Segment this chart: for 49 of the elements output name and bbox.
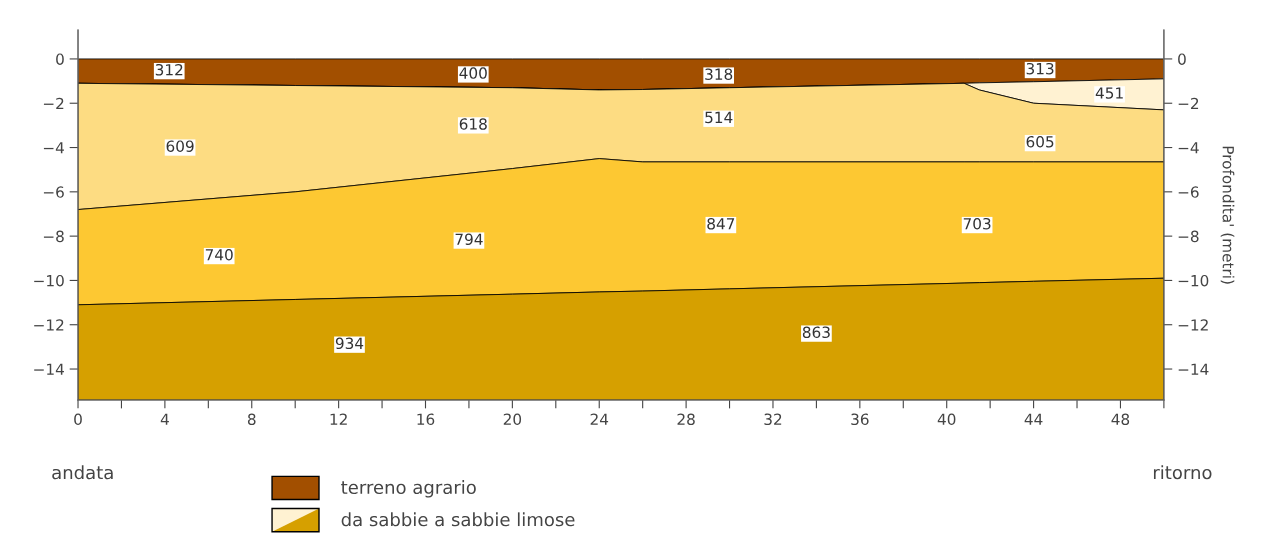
annotation: 318 <box>705 68 733 80</box>
annotation: 703 <box>963 217 991 230</box>
x-tick-label: 4 <box>160 413 169 425</box>
legend-label: da sabbie a sabbie limose <box>341 512 575 527</box>
y2-tick-label: −10 <box>1178 274 1209 287</box>
y-tick-label: −4 <box>43 142 64 154</box>
x-tick-label: 32 <box>764 413 782 426</box>
annotation: 451 <box>1095 87 1123 99</box>
x-tick-label: 20 <box>503 413 522 426</box>
annotation: 740 <box>205 248 233 261</box>
x-tick-label: 36 <box>851 413 869 426</box>
y2-tick-label: −4 <box>1178 142 1199 154</box>
y-tick-label: −2 <box>43 97 64 110</box>
y2-tick-label: −2 <box>1178 97 1199 110</box>
text: andata <box>52 465 113 480</box>
y2-tick-label: 0 <box>1178 53 1186 65</box>
annotation: 934 <box>335 337 364 350</box>
annotation: 863 <box>802 326 830 339</box>
y-tick-label: −6 <box>43 186 64 198</box>
y2-tick-label: −8 <box>1178 230 1199 243</box>
x-tick-label: 24 <box>590 413 609 425</box>
x-tick-label: 0 <box>74 413 82 426</box>
y-tick-label: −14 <box>34 363 64 375</box>
text: ritorno <box>1153 465 1212 480</box>
y-tick-label: 0 <box>56 53 64 65</box>
x-tick-label: 8 <box>247 413 256 426</box>
legend-label: terreno agrario <box>341 480 476 498</box>
y-tick-label: −8 <box>43 230 64 243</box>
x-tick-label: 16 <box>417 413 435 426</box>
annotation: 847 <box>707 217 735 230</box>
y2-tick-label: −12 <box>1178 319 1208 331</box>
y-tick-label: −12 <box>34 319 64 331</box>
annotation: 605 <box>1026 135 1054 148</box>
annotation: 609 <box>166 140 194 152</box>
y-tick-label: −10 <box>34 274 64 287</box>
x-tick-label: 40 <box>937 413 956 426</box>
x-tick-label: 28 <box>677 413 695 426</box>
y2-tick-label: −14 <box>1178 363 1209 375</box>
x-tick-label: 12 <box>330 413 347 425</box>
annotation: 794 <box>455 233 483 245</box>
annotation: 618 <box>459 118 487 130</box>
annotation: 514 <box>705 111 733 124</box>
annotation: 312 <box>155 63 183 76</box>
x-tick-label: 44 <box>1024 413 1043 425</box>
x-tick-label: 48 <box>1111 413 1130 426</box>
y2-axis-title: Profondita' (metri) <box>1220 146 1235 284</box>
y2-tick-label: −6 <box>1178 186 1199 198</box>
annotation: 400 <box>459 67 487 79</box>
annotation: 313 <box>1026 62 1054 75</box>
